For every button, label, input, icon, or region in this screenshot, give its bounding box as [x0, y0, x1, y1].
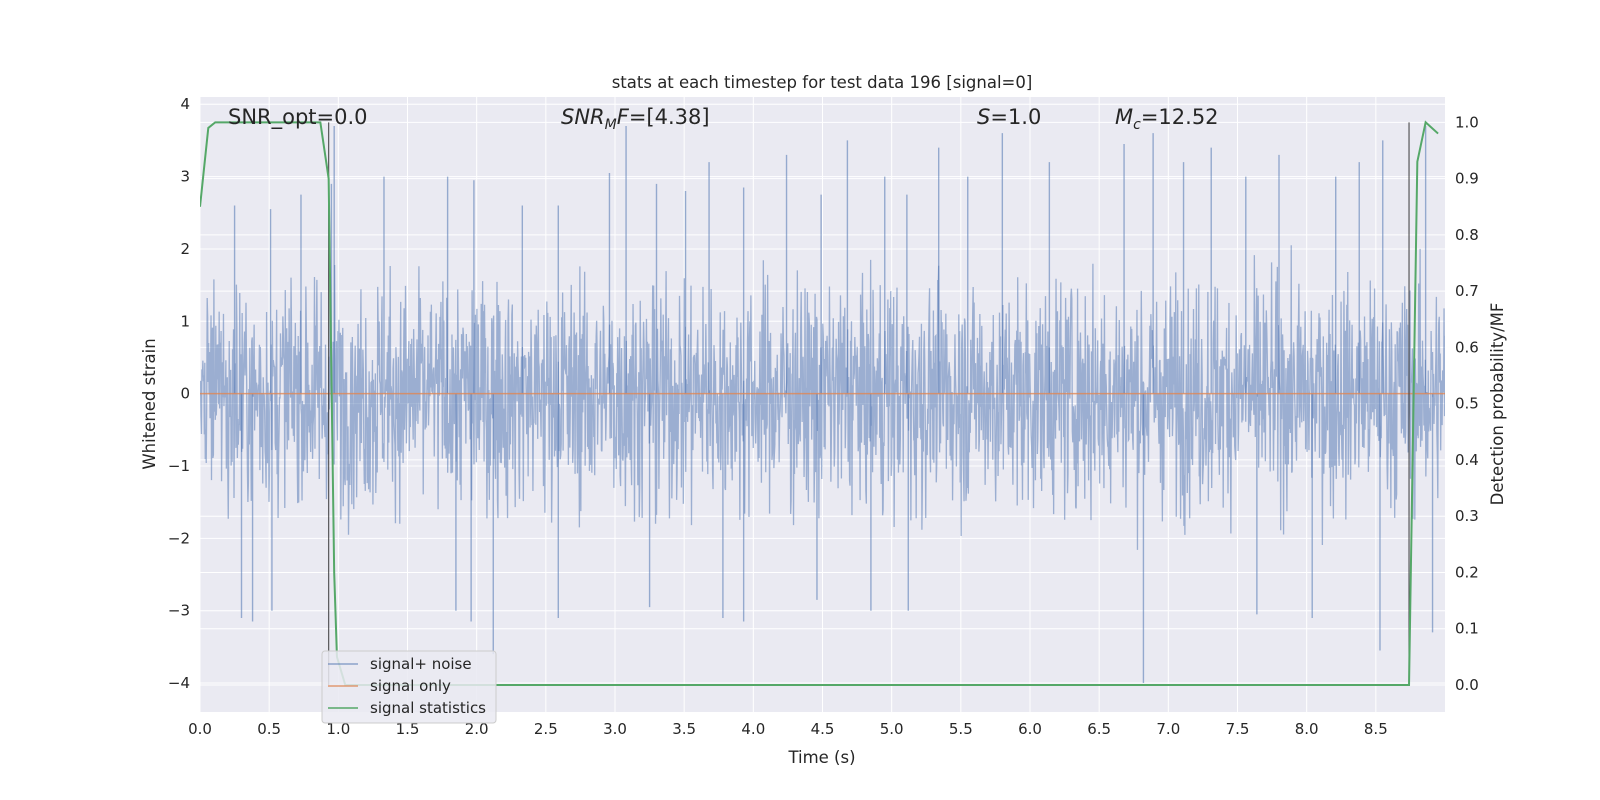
left-y-tick-label: 1	[180, 312, 190, 330]
x-tick-label: 8.0	[1295, 720, 1319, 738]
x-tick-label: 1.5	[396, 720, 420, 738]
signal-plus-noise-series	[200, 245, 1445, 550]
left-y-tick-label: 4	[180, 95, 190, 113]
left-y-tick-label: −4	[168, 674, 190, 692]
right-y-tick-label: 1.0	[1455, 113, 1479, 131]
right-y-tick-label: 0.2	[1455, 563, 1479, 581]
right-y-tick-labels: 1.0 0.9 0.8 0.7 0.6 0.5 0.4 0.3 0.2 0.1 0.0	[1455, 113, 1479, 694]
x-tick-label: 2.5	[534, 720, 558, 738]
right-y-tick-label: 0.3	[1455, 507, 1479, 525]
snr-mf-annotation: SNRMF=[4.38]	[561, 105, 710, 133]
legend-label-signal: signal only	[370, 677, 451, 695]
legend: signal+ noise signal only signal statist…	[321, 650, 497, 724]
left-y-tick-label: −2	[168, 529, 190, 547]
x-tick-label: 4.0	[741, 720, 765, 738]
right-y-tick-label: 0.4	[1455, 451, 1479, 469]
x-tick-label: 3.5	[672, 720, 696, 738]
x-tick-label: 3.0	[603, 720, 627, 738]
mc-annotation: Mc=12.52	[1115, 105, 1219, 133]
right-y-tick-label: 0.7	[1455, 282, 1479, 300]
right-y-tick-label: 0.1	[1455, 620, 1479, 638]
x-tick-labels: 0.0 0.5 1.0 1.5 2.0 2.5 3.0 3.5 4.0 4.5 5.0 5.5 6.0 6…	[188, 720, 1388, 738]
x-tick-label: 8.5	[1364, 720, 1388, 738]
right-y-tick-label: 0.9	[1455, 170, 1479, 188]
snr-opt-annotation: SNR_opt=0.0	[228, 105, 368, 130]
right-y-tick-label: 0.5	[1455, 395, 1479, 413]
x-tick-label: 5.5	[949, 720, 973, 738]
left-y-axis-label: Whitened strain	[140, 338, 159, 469]
left-y-tick-label: −1	[168, 457, 190, 475]
x-tick-label: 1.0	[326, 720, 350, 738]
x-tick-label: 6.0	[1018, 720, 1042, 738]
noise-spikes	[233, 125, 1434, 684]
left-y-tick-label: −3	[168, 602, 190, 620]
left-y-gridlines	[200, 103, 1445, 684]
chart-title: stats at each timestep for test data 196…	[612, 73, 1033, 92]
x-tick-label: 2.0	[465, 720, 489, 738]
s-annotation: S=1.0	[977, 105, 1041, 129]
x-tick-label: 7.0	[1156, 720, 1180, 738]
right-y-tick-label: 0.0	[1455, 676, 1479, 694]
x-axis-label: Time (s)	[787, 748, 855, 767]
signal-statistics-series	[200, 120, 1439, 686]
x-tick-label: 4.5	[811, 720, 835, 738]
left-y-tick-label: 2	[180, 240, 190, 258]
legend-box	[321, 650, 497, 724]
legend-label-noise: signal+ noise	[370, 655, 472, 673]
left-y-tick-labels: 4 3 2 1 0 −1 −2 −3 −4	[168, 95, 190, 692]
right-y-tick-label: 0.6	[1455, 338, 1479, 356]
x-tick-label: 7.5	[1226, 720, 1250, 738]
right-y-tick-label: 0.8	[1455, 226, 1479, 244]
left-y-tick-label: 0	[180, 385, 190, 403]
x-tick-label: 0.0	[188, 720, 212, 738]
x-tick-label: 5.0	[880, 720, 904, 738]
right-y-axis-label: Detection probability/MF	[1488, 303, 1507, 506]
legend-label-stats: signal statistics	[370, 699, 486, 717]
left-y-tick-label: 3	[180, 168, 190, 186]
x-tick-label: 0.5	[257, 720, 281, 738]
x-tick-label: 6.5	[1087, 720, 1111, 738]
